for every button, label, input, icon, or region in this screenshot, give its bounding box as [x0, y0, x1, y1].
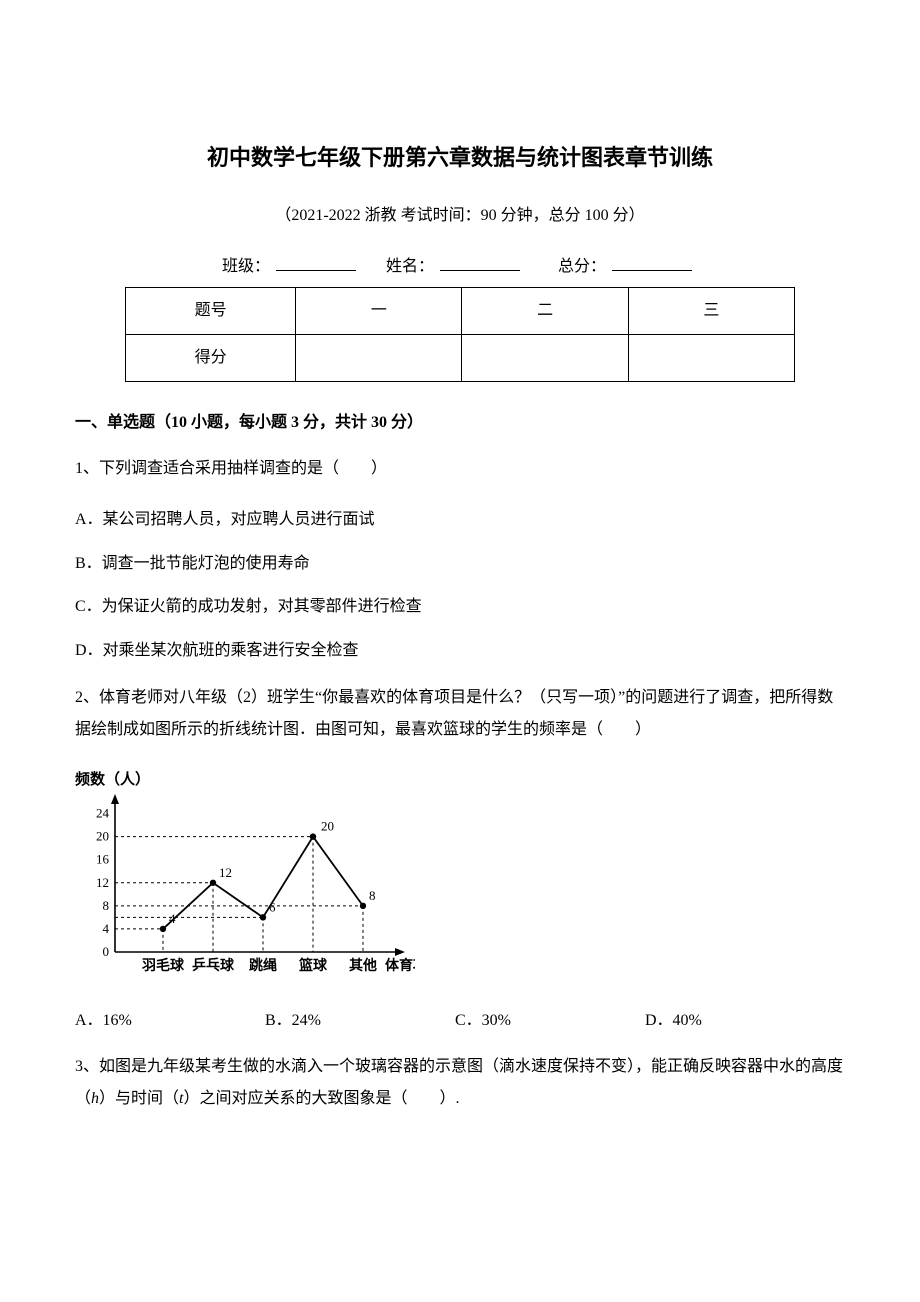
section-1-heading: 一、单选题（10 小题，每小题 3 分，共计 30 分） [75, 410, 845, 436]
svg-text:4: 4 [103, 920, 110, 935]
svg-text:体育项目: 体育项目 [385, 957, 415, 974]
q3-stem-c: ）之间对应关系的大致图象是（ ）. [183, 1090, 459, 1107]
th-two: 二 [462, 288, 628, 335]
svg-text:20: 20 [96, 828, 109, 843]
svg-text:20: 20 [321, 818, 334, 833]
svg-text:8: 8 [369, 887, 376, 902]
q1-option-c: C．为保证火箭的成功发射，对其零部件进行检查 [75, 594, 845, 620]
q2-stem: 2、体育老师对八年级（2）班学生“你最喜欢的体育项目是什么？（只写一项）”的问题… [75, 682, 845, 746]
score-table: 题号 一 二 三 得分 [125, 287, 795, 381]
svg-text:其他: 其他 [349, 957, 377, 974]
q2-option-a: A．16% [75, 1008, 265, 1034]
svg-text:12: 12 [219, 864, 232, 879]
svg-text:羽毛球: 羽毛球 [142, 957, 185, 974]
svg-text:6: 6 [269, 899, 276, 914]
th-number: 题号 [126, 288, 296, 335]
q3-stem: 3、如图是九年级某考生做的水滴入一个玻璃容器的示意图（滴水速度保持不变），能正确… [75, 1051, 845, 1115]
chart-y-axis-label: 频数（人） [75, 768, 415, 792]
svg-text:跳绳: 跳绳 [249, 957, 277, 974]
svg-text:16: 16 [96, 851, 110, 866]
q3-stem-b: ）与时间（ [99, 1090, 179, 1107]
name-label: 姓名： [386, 258, 434, 275]
q3-var-h: h [91, 1090, 99, 1107]
exam-subtitle: （2021-2022 浙教 考试时间：90 分钟，总分 100 分） [75, 203, 845, 229]
cell-score-1 [296, 334, 462, 381]
svg-text:12: 12 [96, 874, 109, 889]
svg-text:4: 4 [169, 910, 176, 925]
class-label: 班级： [222, 258, 270, 275]
svg-text:8: 8 [103, 897, 110, 912]
q1-option-a: A．某公司招聘人员，对应聘人员进行面试 [75, 507, 845, 533]
svg-text:乒乓球: 乒乓球 [192, 957, 235, 974]
th-score: 得分 [126, 334, 296, 381]
q2-option-d: D．40% [645, 1008, 835, 1034]
class-blank [276, 253, 356, 271]
total-blank [612, 253, 692, 271]
cell-score-3 [628, 334, 794, 381]
th-one: 一 [296, 288, 462, 335]
svg-text:0: 0 [103, 944, 110, 959]
table-row: 题号 一 二 三 [126, 288, 795, 335]
svg-text:24: 24 [96, 805, 110, 820]
name-blank [440, 253, 520, 271]
chart-svg: 0 4 8 12 16 20 24 4 12 6 20 8 羽毛球乒乓球跳绳 篮球 其他体育项目 [75, 794, 415, 994]
student-info-line: 班级： 姓名： 总分： [75, 253, 845, 280]
q1-option-d: D．对乘坐某次航班的乘客进行安全检查 [75, 638, 845, 664]
q1-stem: 1、下列调查适合采用抽样调查的是（ ） [75, 453, 845, 485]
q2-options: A．16% B．24% C．30% D．40% [75, 1008, 845, 1034]
total-label: 总分： [558, 258, 606, 275]
q2-option-c: C．30% [455, 1008, 645, 1034]
table-row: 得分 [126, 334, 795, 381]
q2-chart: 频数（人） 0 4 8 12 16 20 24 4 12 6 20 8 羽毛球乒乓球跳绳 篮球 其他体育项目 [75, 768, 415, 994]
page-title: 初中数学七年级下册第六章数据与统计图表章节训练 [75, 140, 845, 175]
th-three: 三 [628, 288, 794, 335]
cell-score-2 [462, 334, 628, 381]
q1-option-b: B．调查一批节能灯泡的使用寿命 [75, 551, 845, 577]
q2-option-b: B．24% [265, 1008, 455, 1034]
svg-text:篮球: 篮球 [298, 957, 328, 974]
